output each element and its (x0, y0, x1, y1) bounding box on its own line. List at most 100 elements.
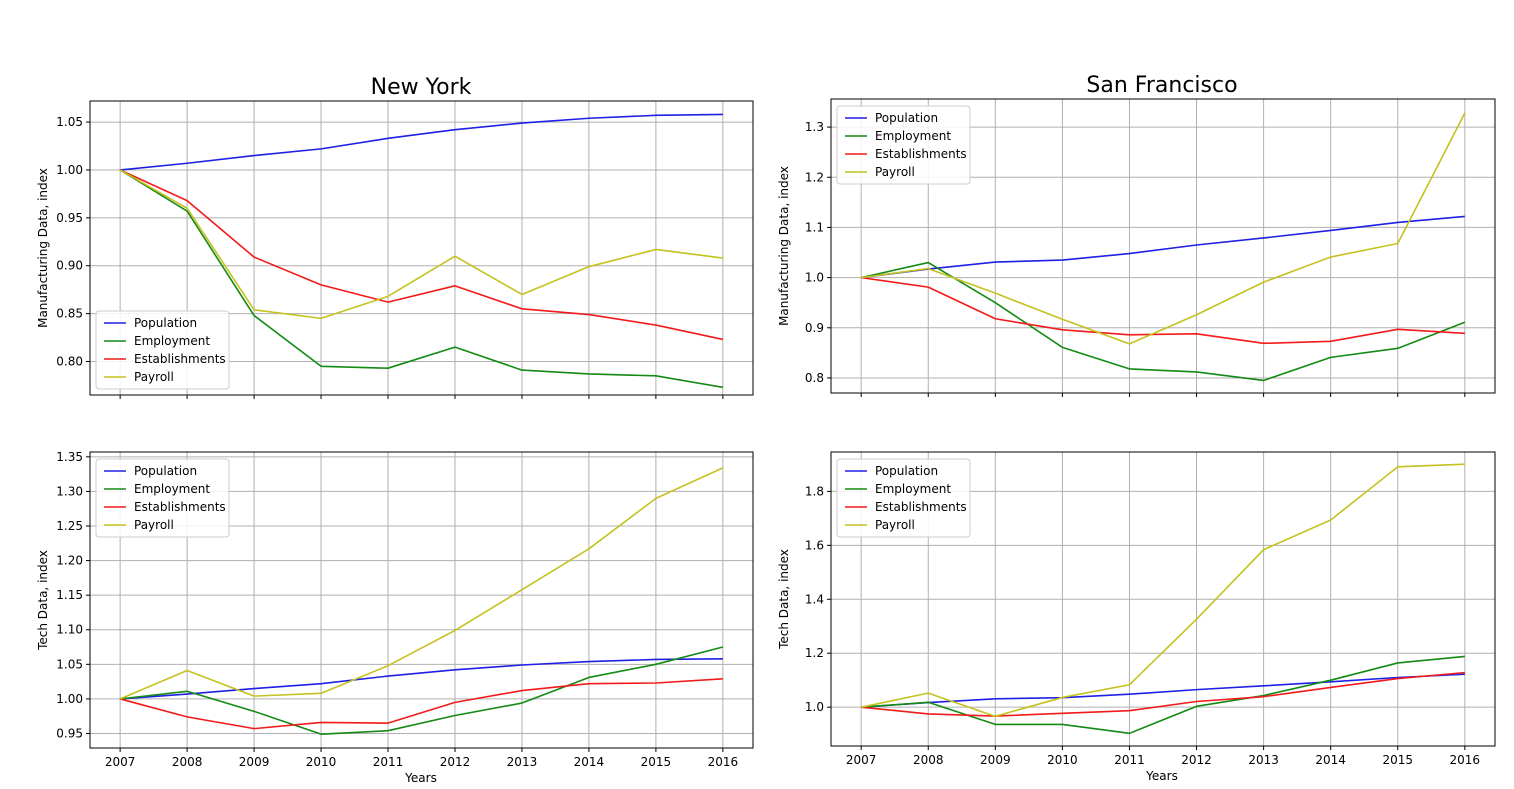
legend-box (836, 105, 971, 185)
y-tick-label: 1.05 (56, 657, 83, 671)
series-line-employment (861, 655, 1465, 735)
legend-label: Employment (134, 334, 210, 348)
x-tick-label: 2013 (507, 755, 538, 769)
y-tick-label: 0.8 (805, 371, 824, 385)
legend-label: Establishments (875, 147, 967, 161)
y-axis-label: Manufacturing Data, index (777, 166, 791, 326)
series-line-establishments (119, 169, 724, 341)
y-tick-label: 1.6 (805, 538, 824, 552)
y-tick-label: 1.3 (805, 120, 824, 134)
y-tick-label: 1.30 (56, 484, 83, 498)
x-tick-label: 2015 (1382, 753, 1413, 767)
x-tick-label: 2015 (641, 755, 672, 769)
plot-frame (830, 451, 1496, 747)
y-tick-label: 0.9 (805, 321, 824, 335)
legend-label: Payroll (134, 370, 174, 384)
x-tick-label: 2010 (306, 755, 337, 769)
series-line-population (861, 673, 1465, 708)
x-tick-label: 2014 (574, 755, 605, 769)
series-line-employment (119, 169, 723, 389)
legend: Population Employment Establishments Payrol… (836, 458, 971, 538)
legend-label: Establishments (134, 500, 226, 514)
x-tick-label: 2007 (846, 753, 877, 767)
legend-label: Employment (875, 482, 951, 496)
y-tick-label: 0.85 (56, 307, 83, 321)
chart-panel-2: 2007 2008 2009 2010 2011 2012 2013 2014 2015 2016… (36, 450, 754, 769)
y-tick-label: 1.4 (805, 592, 824, 606)
legend-box (836, 458, 971, 538)
x-tick-label: 2008 (913, 753, 944, 767)
y-tick-label: 1.2 (805, 170, 824, 184)
y-tick-label: 1.8 (805, 484, 824, 498)
y-tick-label: 1.00 (56, 692, 83, 706)
x-axis-label-right: Years (1145, 769, 1178, 783)
series-line-population (120, 113, 723, 171)
x-tick-label: 2016 (708, 755, 739, 769)
legend-label: Payroll (875, 165, 915, 179)
series-line-establishments (861, 671, 1465, 717)
y-axis-label: Tech Data, index (36, 550, 50, 651)
series-line-employment (861, 261, 1466, 382)
y-axis-label: Manufacturing Data, index (36, 168, 50, 328)
legend-label: Employment (875, 129, 951, 143)
x-tick-label: 2011 (373, 755, 404, 769)
plot-frame (89, 100, 754, 396)
y-tick-label: 0.95 (56, 211, 83, 225)
chart-panel-3: 2007 2008 2009 2010 2011 2012 2013 2014 2015 2016… (777, 451, 1496, 767)
x-tick-label: 2009 (980, 753, 1011, 767)
x-tick-label: 2013 (1248, 753, 1279, 767)
x-tick-label: 2014 (1315, 753, 1346, 767)
series-line-payroll (861, 463, 1465, 718)
san-francisco-title: San Francisco (1086, 73, 1237, 98)
legend-box (95, 310, 230, 390)
chart-panels: 0.80 0.85 0.90 0.95 1.00 1.05 Manufacturing Da… (36, 98, 1496, 769)
legend-label: Population (875, 111, 938, 125)
y-tick-label: 1.10 (56, 623, 83, 637)
legend-label: Employment (134, 482, 210, 496)
series-line-population (120, 657, 723, 700)
new-york-title: New York (371, 75, 472, 100)
y-tick-label: 0.95 (56, 726, 83, 740)
x-tick-label: 2012 (1181, 753, 1212, 767)
x-tick-label: 2009 (239, 755, 270, 769)
series-line-employment (120, 646, 724, 735)
legend-label: Establishments (875, 500, 967, 514)
y-tick-label: 1.20 (56, 554, 83, 568)
x-tick-label: 2011 (1114, 753, 1145, 767)
plot-frame (830, 98, 1496, 394)
legend-label: Establishments (134, 352, 226, 366)
legend-label: Payroll (875, 518, 915, 532)
y-tick-label: 1.0 (805, 700, 824, 714)
legend: Population Employment Establishments Payrol… (95, 310, 230, 390)
y-axis-label: Tech Data, index (777, 549, 791, 650)
y-tick-label: 1.0 (805, 271, 824, 285)
legend-label: Population (134, 464, 197, 478)
legend-label: Payroll (134, 518, 174, 532)
series-line-payroll (119, 169, 723, 320)
y-tick-label: 1.25 (56, 519, 83, 533)
y-tick-label: 1.2 (805, 646, 824, 660)
y-tick-label: 0.80 (56, 354, 83, 368)
x-tick-label: 2008 (172, 755, 203, 769)
x-tick-label: 2016 (1450, 753, 1481, 767)
y-tick-label: 1.00 (56, 163, 83, 177)
series-line-population (861, 215, 1465, 279)
series-line-payroll (861, 112, 1466, 345)
series-line-establishments (119, 678, 723, 730)
series-line-establishments (861, 276, 1465, 345)
x-axis-label-left: Years (404, 771, 437, 785)
series-line-payroll (119, 467, 724, 700)
y-tick-label: 0.90 (56, 259, 83, 273)
x-tick-label: 2010 (1047, 753, 1078, 767)
x-tick-label: 2007 (105, 755, 136, 769)
plot-frame (89, 451, 754, 749)
chart-panel-0: 0.80 0.85 0.90 0.95 1.00 1.05 Manufacturing Da… (36, 100, 754, 399)
y-tick-label: 1.35 (56, 450, 83, 464)
legend-box (95, 458, 230, 538)
y-tick-label: 1.15 (56, 588, 83, 602)
legend: Population Employment Establishments Payrol… (836, 105, 971, 185)
y-tick-label: 1.05 (56, 115, 83, 129)
legend: Population Employment Establishments Payrol… (95, 458, 230, 538)
y-tick-label: 1.1 (805, 220, 824, 234)
